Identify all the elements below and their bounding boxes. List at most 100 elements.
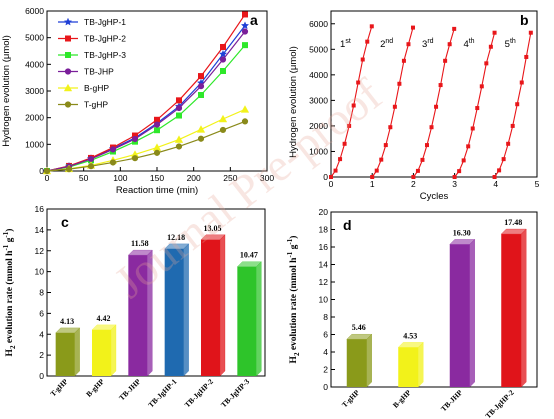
data-point	[242, 42, 248, 49]
data-point	[411, 175, 416, 179]
bar-top	[55, 327, 81, 334]
plot-frame	[330, 10, 538, 178]
y-tick-label: 18	[319, 225, 329, 235]
bar	[164, 248, 184, 376]
legend-marker	[64, 101, 72, 108]
y-tick-label: 12	[35, 246, 45, 256]
x-tick-label: 200	[187, 173, 201, 183]
y-tick-label: 5000	[25, 33, 44, 43]
y-tick-label: 10	[319, 295, 329, 305]
data-point	[484, 61, 489, 66]
data-point	[447, 42, 452, 47]
legend-label: B-gHP	[84, 83, 109, 93]
y-tick-label: 0	[323, 172, 328, 182]
data-point	[197, 83, 205, 90]
data-point	[497, 168, 502, 173]
data-point	[176, 97, 182, 104]
category-label: TB-JgHP-2	[183, 377, 215, 409]
y-tick-label: 14	[319, 260, 329, 270]
legend-marker	[64, 68, 72, 75]
data-point	[438, 83, 443, 88]
series-line	[46, 31, 246, 172]
data-point	[406, 42, 411, 47]
data-point	[131, 135, 139, 143]
data-point	[241, 28, 249, 35]
y-tick-label: 6	[39, 308, 44, 318]
data-point	[240, 21, 250, 30]
series-line	[46, 25, 246, 172]
panel-d-chart: 0 2 4 6 8 10 12 14 16 18 20 H2 evolution rate (mmol…	[286, 207, 538, 419]
data-point	[219, 126, 227, 134]
bar	[92, 329, 111, 376]
bar-top	[346, 334, 373, 340]
data-label: 4.42	[97, 314, 111, 323]
y-tick-label: 8	[39, 288, 44, 298]
category-label: TB-JgHP-2	[483, 388, 515, 419]
data-label: 12.18	[167, 233, 185, 242]
data-point	[475, 106, 480, 111]
x-tick-label: 1	[370, 179, 375, 189]
bar	[501, 234, 522, 387]
y-tick-label: 6000	[25, 6, 44, 16]
legend-marker	[63, 17, 73, 26]
legend-label: TB-JgHP-3	[84, 50, 126, 60]
y-tick-label: 2	[323, 365, 328, 375]
data-point	[370, 175, 375, 179]
data-point	[218, 114, 228, 123]
panel-b-chart: 0 1 2 3 4 5 0 1000 2000 3000 4000 5000 6000 Cycles Hyd…	[288, 10, 540, 202]
y-tick-label: 6	[323, 330, 328, 340]
bar	[55, 332, 75, 376]
data-point	[87, 163, 95, 170]
x-tick-label: 0	[329, 179, 334, 189]
series-line	[46, 44, 246, 172]
data-point	[365, 39, 370, 44]
y-tick-label: 5000	[309, 44, 328, 54]
category-label: T-gHP	[340, 388, 361, 409]
data-point	[174, 135, 184, 143]
series-line	[46, 14, 246, 172]
data-point	[219, 56, 227, 63]
x-tick-label: 2	[411, 179, 416, 189]
data-point	[43, 167, 51, 175]
data-point	[333, 168, 338, 173]
data-point	[470, 126, 475, 131]
bar	[201, 239, 220, 376]
data-label: 5.46	[352, 323, 366, 332]
data-point	[153, 121, 161, 128]
data-point	[452, 26, 457, 31]
x-tick-label: 0	[45, 173, 50, 183]
data-label: 16.30	[453, 228, 471, 237]
cycle-label: 4th	[463, 38, 474, 50]
x-tick-label: 4	[493, 179, 498, 189]
data-point	[338, 157, 343, 162]
data-point	[153, 149, 161, 156]
y-tick-label: 4	[39, 329, 44, 339]
data-point	[415, 168, 420, 173]
data-point	[198, 92, 204, 98]
y-tick-label: 4	[323, 347, 328, 357]
data-point	[196, 125, 206, 133]
cycle-line	[494, 32, 532, 178]
data-point	[379, 157, 384, 162]
data-point	[356, 80, 361, 85]
data-point	[109, 159, 117, 166]
y-tick-label: 14	[35, 225, 45, 235]
data-point	[87, 155, 95, 163]
cycle-line	[371, 27, 414, 178]
panel-label: d	[343, 217, 352, 233]
y-tick-label: 12	[319, 277, 329, 287]
data-point	[329, 175, 333, 179]
legend-marker	[63, 83, 73, 92]
bar-side	[366, 333, 372, 388]
data-point	[176, 112, 182, 119]
y-tick-label: 10	[35, 267, 45, 277]
data-point	[443, 58, 448, 63]
legend-marker	[65, 35, 71, 42]
data-point	[515, 102, 520, 107]
panel-a-chart: 0 50 100 150 200 250 3000100020003000400050006…	[1, 6, 274, 196]
data-point	[388, 125, 393, 130]
cycle-line	[412, 28, 455, 178]
panel-label: c	[61, 214, 69, 230]
y-tick-label: 16	[35, 204, 45, 214]
legend-label: TB-JgHP-1	[84, 17, 126, 27]
